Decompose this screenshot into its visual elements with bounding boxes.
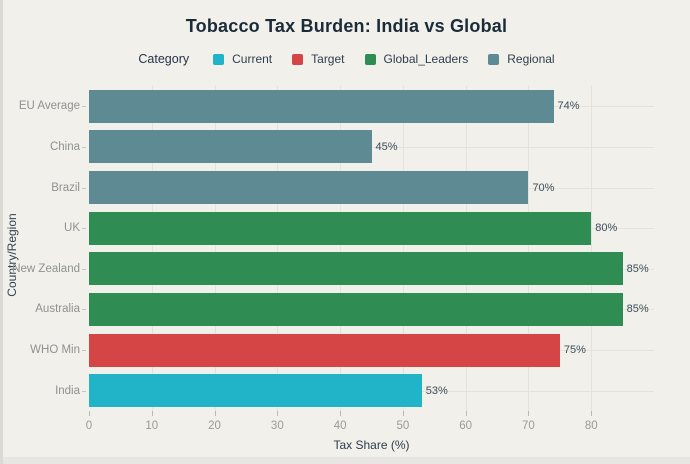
chart-title: Tobacco Tax Burden: India vs Global <box>185 16 508 36</box>
gridline-vertical <box>591 86 593 411</box>
x-tick-label: 80 <box>584 420 598 432</box>
x-tick-mark <box>340 411 342 416</box>
legend-swatch-icon <box>488 53 500 65</box>
x-tick-label: 50 <box>396 420 410 432</box>
bar-who-min <box>89 333 560 367</box>
bar-uk <box>89 211 592 245</box>
x-tick-label: 70 <box>522 420 535 432</box>
y-tick-mark <box>82 268 86 270</box>
y-tick-mark <box>82 106 86 108</box>
y-tick-mark <box>82 146 86 148</box>
x-tick-mark <box>151 411 153 416</box>
x-tick-label: 30 <box>270 420 284 432</box>
page-bottom-strip <box>3 457 690 464</box>
bar-china <box>89 130 372 164</box>
x-tick-label: 60 <box>459 420 473 432</box>
bar-value-label: 45% <box>375 140 398 153</box>
y-tick-mark <box>82 350 86 352</box>
legend-label: Global_Leaders <box>383 52 469 66</box>
legend-label: Target <box>311 52 345 66</box>
x-tick-label: 40 <box>333 420 347 432</box>
y-tick-mark <box>82 309 86 311</box>
legend-swatch-icon <box>364 53 376 65</box>
legend-item-target: Target <box>292 52 345 66</box>
y-tick-mark <box>82 228 86 230</box>
x-tick-mark <box>591 411 593 416</box>
bar-value-label: 74% <box>557 100 580 113</box>
x-tick-mark <box>89 411 90 416</box>
bar-india <box>89 374 422 408</box>
bar-value-label: 70% <box>532 181 555 194</box>
category-label: India <box>55 384 80 397</box>
category-label: China <box>49 140 80 153</box>
legend-swatch-icon <box>292 53 304 65</box>
x-tick-label: 10 <box>145 420 159 432</box>
gridline-vertical <box>277 86 279 411</box>
bar-new-zealand <box>89 252 623 286</box>
legend-title: Category <box>138 52 190 66</box>
gridline-vertical <box>465 86 467 411</box>
bar-value-label: 53% <box>425 384 448 397</box>
x-tick-mark <box>277 411 279 416</box>
gridline-vertical <box>151 86 153 411</box>
x-tick-label: 0 <box>85 420 93 432</box>
category-label: Brazil <box>51 181 80 194</box>
legend-item-current: Current <box>213 52 272 66</box>
bar-australia <box>89 292 623 326</box>
legend-label: Regional <box>507 52 555 66</box>
x-axis-title: Tax Share (%) <box>333 438 410 452</box>
gridline-vertical <box>214 86 216 411</box>
bar-eu-average <box>89 89 554 123</box>
legend-label: Current <box>232 52 273 66</box>
category-label: WHO Min <box>30 344 80 357</box>
bar-value-label: 85% <box>626 303 649 316</box>
gridline-horizontal <box>89 146 654 148</box>
legend: Category Current Target Global_Leaders Regi… <box>3 52 690 66</box>
gridline-vertical <box>340 86 342 411</box>
category-label: New Zealand <box>12 262 80 275</box>
legend-item-regional: Regional <box>488 52 555 66</box>
legend-swatch-icon <box>213 53 225 65</box>
x-tick-mark <box>528 411 530 416</box>
x-tick-mark <box>214 411 216 416</box>
category-label: UK <box>64 222 80 235</box>
category-label: EU Average <box>18 100 80 113</box>
legend-item-global_leaders: Global_Leaders <box>364 52 469 66</box>
x-tick-mark <box>465 411 467 416</box>
y-tick-mark <box>82 187 86 189</box>
x-tick-label: 20 <box>208 420 221 432</box>
x-tick-mark <box>402 411 404 416</box>
y-axis-title: Country/Region <box>5 172 19 296</box>
y-axis-title-text: Country/Region <box>5 213 19 297</box>
y-tick-mark <box>82 390 86 392</box>
bar-value-label: 80% <box>595 222 618 235</box>
gridline-vertical <box>528 86 530 411</box>
category-label: Australia <box>35 303 80 316</box>
bar-value-label: 75% <box>563 344 586 357</box>
bar-brazil <box>89 171 529 205</box>
gridline-vertical <box>402 86 404 411</box>
bar-value-label: 85% <box>626 262 649 275</box>
plot-area: 0 10 20 30 40 50 60 70 80 EU Average 74% China 45% Br… <box>12 86 654 432</box>
